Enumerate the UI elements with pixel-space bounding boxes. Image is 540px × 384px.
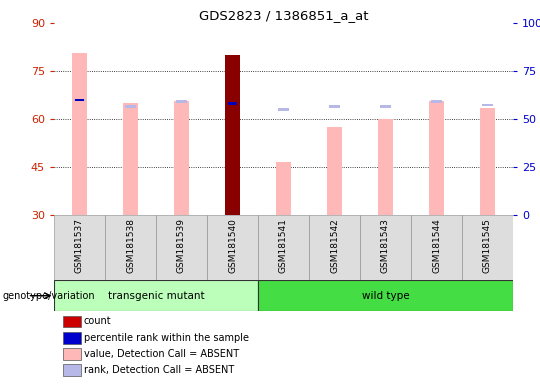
Text: genotype/variation: genotype/variation — [3, 291, 96, 301]
Title: GDS2823 / 1386851_a_at: GDS2823 / 1386851_a_at — [199, 9, 368, 22]
Text: GSM181542: GSM181542 — [330, 218, 339, 273]
Text: GSM181537: GSM181537 — [75, 218, 84, 273]
Bar — [125, 105, 136, 108]
Bar — [225, 55, 240, 215]
Bar — [63, 348, 80, 360]
Bar — [156, 215, 207, 280]
Text: count: count — [84, 316, 111, 326]
Bar — [482, 104, 493, 106]
Bar — [63, 332, 80, 344]
Bar — [276, 162, 291, 215]
Text: value, Detection Call = ABSENT: value, Detection Call = ABSENT — [84, 349, 239, 359]
Bar — [123, 103, 138, 215]
Bar — [258, 215, 309, 280]
Bar — [227, 102, 238, 105]
Bar — [278, 109, 289, 111]
Bar — [309, 215, 360, 280]
Bar — [258, 280, 513, 311]
Bar — [174, 101, 189, 215]
Text: GSM181543: GSM181543 — [381, 218, 390, 273]
Text: GSM181541: GSM181541 — [279, 218, 288, 273]
Bar — [75, 99, 84, 101]
Bar — [380, 105, 392, 108]
Bar — [225, 55, 240, 215]
Text: GSM181545: GSM181545 — [483, 218, 492, 273]
Text: transgenic mutant: transgenic mutant — [107, 291, 204, 301]
Bar — [105, 215, 156, 280]
Bar — [329, 105, 340, 108]
Bar — [429, 101, 444, 215]
Bar — [228, 102, 238, 104]
Bar — [63, 316, 80, 327]
Text: GSM181540: GSM181540 — [228, 218, 237, 273]
Text: rank, Detection Call = ABSENT: rank, Detection Call = ABSENT — [84, 365, 234, 376]
Bar — [54, 280, 258, 311]
Text: wild type: wild type — [362, 291, 409, 301]
Bar — [74, 99, 85, 101]
Bar — [207, 215, 258, 280]
Bar — [411, 215, 462, 280]
Text: GSM181544: GSM181544 — [432, 218, 441, 273]
Bar — [176, 101, 187, 103]
Text: GSM181538: GSM181538 — [126, 218, 135, 273]
Bar — [480, 108, 495, 215]
Bar — [378, 119, 393, 215]
Text: GSM181539: GSM181539 — [177, 218, 186, 273]
Bar — [54, 215, 105, 280]
Text: percentile rank within the sample: percentile rank within the sample — [84, 333, 249, 343]
Bar — [462, 215, 513, 280]
Bar — [327, 127, 342, 215]
Bar — [431, 101, 442, 103]
Bar — [72, 53, 87, 215]
Bar — [360, 215, 411, 280]
Bar — [63, 364, 80, 376]
